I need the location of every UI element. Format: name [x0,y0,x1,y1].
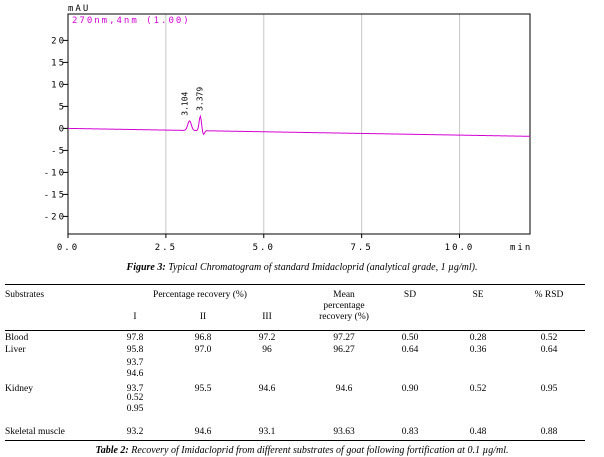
x-tick-label: 7.5 [351,243,373,253]
header-percentage-recovery: Percentage recovery (%) [153,290,247,300]
x-tick-label: 5.0 [253,243,275,253]
column-i-extra-values: 93.7 94.6 0.52 0.95 [120,358,150,415]
y-tick-label: 0 [59,124,66,134]
x-axis-label: min [510,243,532,253]
cell-ii: 96.8 [194,333,212,343]
cell-ii: 94.6 [194,427,212,437]
column-i-extra-value: 0.95 [126,404,144,414]
x-tick-label: 10.0 [445,243,475,253]
y-tick-label: -5 [51,146,66,156]
cell-se: 0.48 [469,427,487,437]
header-rsd: % RSD [534,290,564,300]
cell-se: 0.36 [469,345,487,355]
header-sd: SD [403,290,417,300]
table-top-rule [5,284,585,285]
cell-mean: 96.27 [333,345,355,355]
cell-substrate: Liver [5,345,26,355]
x-tick-label: 0.0 [57,243,79,253]
cell-rsd: 0.64 [540,345,558,355]
table-caption-text: Recovery of Imidacloprid from different … [131,445,509,456]
cell-substrate: Blood [5,333,29,343]
column-i-extra-value: 0.52 [126,393,144,403]
header-mean-line-3: recovery (%) [319,312,369,322]
cell-se: 0.52 [469,384,487,394]
column-i-extra-value: 93.7 [126,358,144,368]
cell-ii: 97.0 [194,345,212,355]
header-mean-line-2: percentage [323,301,365,311]
peak-label: 3.104 [181,91,190,115]
y-tick-label: 15 [51,58,66,68]
header-substrates: Substrates [5,290,45,300]
cell-substrate: Skeletal muscle [5,427,65,437]
y-tick-label: -10 [44,168,66,178]
plot-frame [67,13,531,235]
cell-substrate: Kidney [5,384,33,394]
cell-sd: 0.50 [401,333,419,343]
cell-se: 0.28 [469,333,487,343]
cell-sd: 0.83 [401,427,419,437]
cell-rsd: 0.52 [540,333,558,343]
x-axis: 0.0 2.5 5.0 7.5 10.0 [57,234,475,253]
y-tick-label: 20 [51,36,66,46]
cell-rsd: 0.95 [540,384,558,394]
cell-iii: 97.2 [258,333,276,343]
cell-sd: 0.90 [401,384,419,394]
figure-caption-text: Typical Chromatogram of standard Imidacl… [168,262,478,273]
y-tick-label: 10 [51,80,66,90]
chromatogram-trace [67,114,531,137]
header-replicate-ii: II [199,312,207,322]
header-replicate-iii: III [262,312,272,322]
cell-iii: 93.1 [258,427,276,437]
header-se: SE [472,290,484,300]
cell-sd: 0.64 [401,345,419,355]
table-bottom-rule [5,440,585,441]
table-caption: Table 2: Recovery of Imidacloprid from d… [0,445,604,456]
figure-caption: Figure 3: Typical Chromatogram of standa… [0,262,604,273]
series-label: 270nm,4nm (1.00) [72,16,191,26]
cell-rsd: 0.88 [540,427,558,437]
table-caption-prefix: Table 2: [95,445,129,456]
cell-ii: 95.5 [194,384,212,394]
table-header-rule [5,330,585,331]
peak-label: 3.379 [195,87,204,111]
figure-caption-prefix: Figure 3: [126,262,166,273]
y-tick-label: -15 [44,190,66,200]
y-axis: 20 15 10 5 0 -5 -10 -15 -20 [44,36,68,222]
header-mean-recovery: Mean percentage recovery (%) [306,290,382,323]
cell-i: 95.8 [126,345,144,355]
y-axis-label: mAU [68,4,90,14]
cell-iii: 96 [262,345,272,355]
chart-grid [165,14,461,234]
column-i-extra-value: 94.6 [126,369,144,379]
cell-iii: 94.6 [258,384,276,394]
cell-i: 93.2 [126,427,144,437]
cell-mean: 93.63 [333,427,355,437]
x-tick-label: 2.5 [155,243,177,253]
cell-i: 97.8 [126,333,144,343]
peak-labels: 3.104 3.379 [181,87,205,116]
cell-mean: 94.6 [335,384,353,394]
cell-i: 93.7 [126,384,144,394]
cell-mean: 97.27 [333,333,355,343]
header-replicate-i: I [133,312,137,322]
chromatogram-chart: 20 15 10 5 0 -5 -10 -15 -20 0.0 2.5 5.0 7.5 10.0 mAU… [44,4,532,253]
y-tick-label: 5 [59,102,66,112]
y-tick-label: -20 [44,212,66,222]
header-mean-line-1: Mean [333,290,355,300]
